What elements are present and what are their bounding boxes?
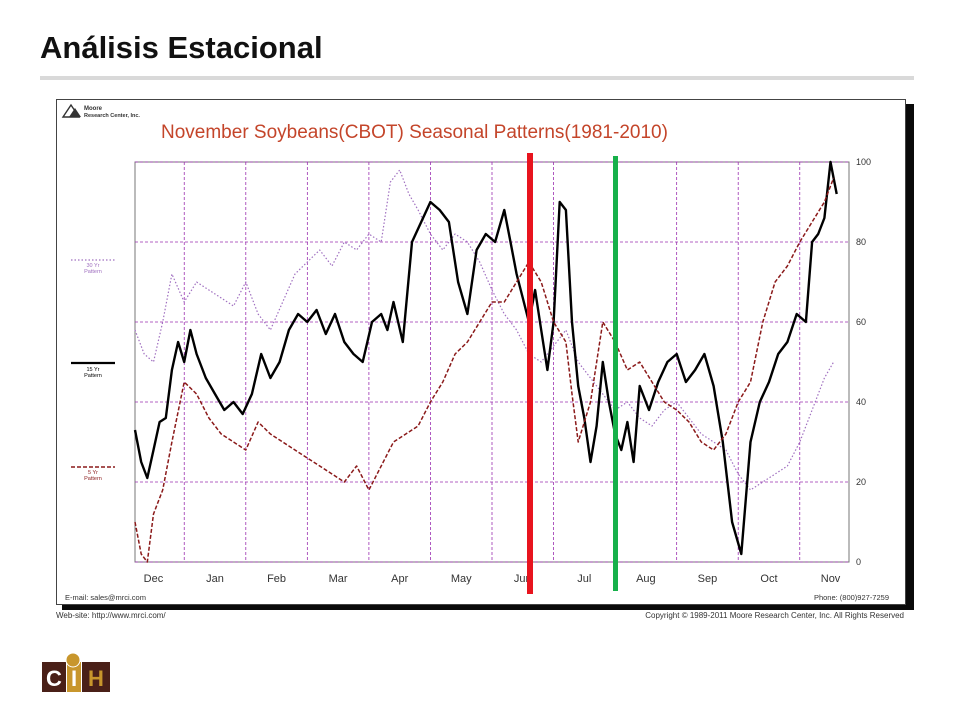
series-line-5-yr-pattern bbox=[134, 177, 835, 563]
legend-item-5yr: 5 Yr Pattern bbox=[71, 466, 115, 482]
footer-copyright: Copyright © 1989-2011 Moore Research Cen… bbox=[645, 611, 904, 620]
x-tick-label: Mar bbox=[329, 573, 348, 585]
logo-letter-c: C bbox=[46, 666, 62, 691]
moore-logo-mark-inner bbox=[69, 108, 81, 117]
series-lines bbox=[133, 160, 838, 563]
annotation-markers bbox=[527, 153, 618, 594]
red-marker-line bbox=[527, 153, 533, 594]
x-axis-labels: Dec Jan Feb Mar Apr May Jun Jul Aug Sep Oct Nov bbox=[144, 573, 841, 585]
footer-email: E-mail: sales@mrci.com bbox=[65, 593, 146, 602]
legend-label-5yr-line2: Pattern bbox=[84, 476, 102, 482]
chart-title: November Soybeans(CBOT) Seasonal Pattern… bbox=[161, 122, 668, 143]
title-divider bbox=[40, 76, 914, 80]
chart-panel: Moore Research Center, Inc. November Soy… bbox=[56, 99, 906, 605]
legend-label-30yr-line2: Pattern bbox=[84, 269, 102, 275]
x-tick-label: Feb bbox=[267, 573, 286, 585]
legend-label-30yr-line1: 30 Yr bbox=[86, 263, 99, 269]
y-tick-label: 40 bbox=[856, 397, 866, 407]
x-tick-label: Oct bbox=[760, 573, 777, 585]
logo-letter-h: H bbox=[88, 666, 104, 691]
moore-logo: Moore Research Center, Inc. bbox=[61, 103, 140, 119]
legend: 30 Yr Pattern 15 Yr Pattern 5 Yr Pattern bbox=[71, 259, 115, 482]
x-tick-label: Jul bbox=[577, 573, 591, 585]
x-tick-label: May bbox=[451, 573, 472, 585]
seasonal-chart: Moore Research Center, Inc. November Soy… bbox=[61, 103, 889, 602]
logo-block-i bbox=[67, 662, 81, 692]
legend-label-15yr-line1: 15 Yr bbox=[86, 367, 99, 373]
publisher-line2: Research Center, Inc. bbox=[84, 113, 140, 119]
legend-item-30yr: 30 Yr Pattern bbox=[71, 259, 115, 275]
y-tick-label: 100 bbox=[856, 157, 871, 167]
x-tick-label: Apr bbox=[391, 573, 408, 585]
slide-title: Análisis Estacional bbox=[40, 30, 323, 65]
footer-website: Web-site: http://www.mrci.com/ bbox=[56, 611, 166, 620]
y-axis-labels: 0 20 40 60 80 100 bbox=[856, 157, 871, 567]
publisher-line1: Moore bbox=[84, 106, 103, 112]
x-tick-label: Dec bbox=[144, 573, 164, 585]
logo-block-h bbox=[82, 662, 110, 692]
x-tick-label: Aug bbox=[636, 573, 656, 585]
x-tick-label: Nov bbox=[821, 573, 841, 585]
legend-label-5yr-line1: 5 Yr bbox=[88, 470, 98, 476]
x-tick-label: Jan bbox=[206, 573, 224, 585]
cih-logo: C I H bbox=[42, 652, 110, 692]
grid bbox=[134, 161, 850, 563]
legend-label-15yr-line2: Pattern bbox=[84, 373, 102, 379]
logo-globe-icon bbox=[65, 652, 81, 668]
series-line-30-yr-pattern bbox=[134, 169, 835, 491]
logo-letter-i: I bbox=[71, 666, 77, 691]
y-tick-label: 80 bbox=[856, 237, 866, 247]
green-marker-line bbox=[613, 156, 618, 591]
y-tick-label: 20 bbox=[856, 477, 866, 487]
y-tick-label: 0 bbox=[856, 557, 861, 567]
footer-phone: Phone: (800)927-7259 bbox=[814, 593, 889, 602]
series-line-15-yr-pattern bbox=[133, 160, 838, 556]
chart-footer: Web-site: http://www.mrci.com/ Copyright… bbox=[52, 608, 908, 624]
legend-item-15yr: 15 Yr Pattern bbox=[71, 361, 115, 379]
x-tick-label: Sep bbox=[698, 573, 718, 585]
logo-block-c bbox=[42, 662, 66, 692]
y-tick-label: 60 bbox=[856, 317, 866, 327]
